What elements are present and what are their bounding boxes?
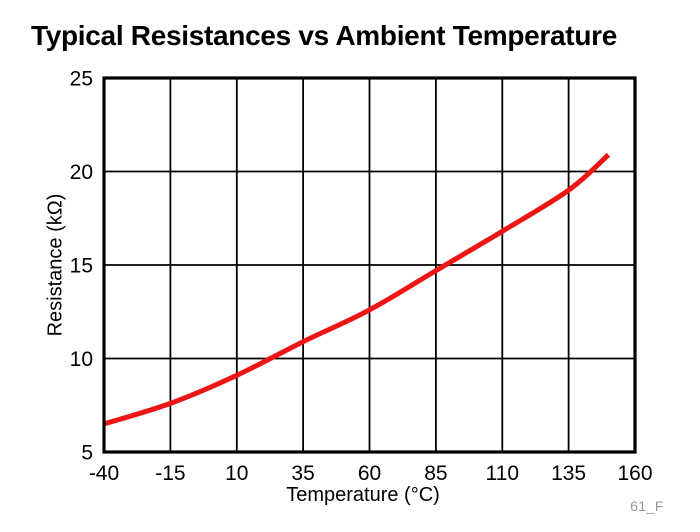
y-tick-label: 5 [81,442,93,465]
x-tick-label: 10 [225,462,248,485]
plot-frame [102,76,637,454]
chart-title: Typical Resistances vs Ambient Temperatu… [31,20,617,51]
y-axis-label: Resistance (kΩ) [44,193,67,337]
y-tick-label: 20 [70,161,93,184]
x-tick-label: 60 [358,462,381,485]
x-tick-label: 160 [617,462,652,485]
resistance-curve [103,152,611,427]
x-axis-label: Temperature (°C) [286,484,440,506]
x-tick-label: -40 [89,462,119,485]
x-tick-label: 35 [291,462,314,485]
x-tick-label: 135 [551,462,586,485]
y-tick-label: 15 [70,255,93,278]
figure-reference-label: 61_F [630,498,664,514]
x-tick-label: 110 [486,462,519,485]
x-tick-label: -15 [155,462,185,485]
y-tick-label: 25 [70,68,93,91]
x-tick-label: 85 [424,462,447,485]
y-tick-label: 10 [70,348,93,371]
